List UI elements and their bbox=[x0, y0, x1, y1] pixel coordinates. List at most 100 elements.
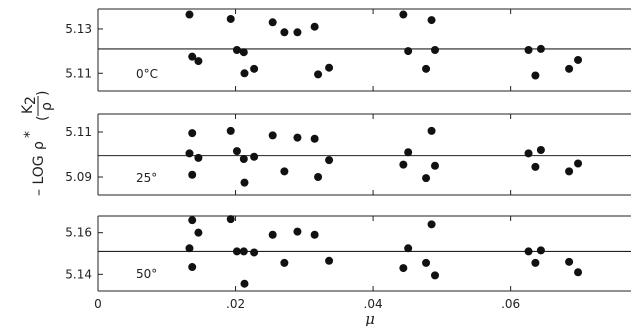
data-point bbox=[314, 173, 323, 181]
data-point bbox=[226, 126, 235, 135]
data-point bbox=[531, 162, 540, 171]
data-point bbox=[427, 126, 436, 135]
data-point bbox=[226, 14, 235, 23]
data-point bbox=[399, 160, 408, 169]
data-point bbox=[422, 64, 431, 73]
panel-temperature-label: 0°C bbox=[136, 67, 158, 81]
y-tick-label: 5.11 bbox=[65, 66, 92, 80]
data-point bbox=[325, 156, 334, 165]
data-point bbox=[188, 52, 197, 61]
panel-temperature-label: 25° bbox=[136, 171, 157, 185]
data-point bbox=[194, 228, 203, 237]
data-point bbox=[536, 246, 545, 255]
data-point bbox=[226, 215, 235, 224]
data-point bbox=[188, 170, 197, 179]
data-point bbox=[185, 149, 194, 158]
y-axis-label: – LOG ρ * K 2 ρ ( ) bbox=[20, 91, 55, 196]
data-point bbox=[239, 48, 248, 57]
data-point bbox=[427, 220, 436, 229]
y-label-rho: ρ bbox=[31, 141, 47, 150]
y-label-right-paren: ) bbox=[35, 91, 51, 96]
data-point bbox=[250, 64, 259, 73]
data-point bbox=[268, 18, 277, 27]
y-label-prefix: – LOG bbox=[31, 155, 47, 196]
data-point bbox=[310, 22, 319, 31]
data-point bbox=[188, 216, 197, 225]
data-point bbox=[280, 167, 289, 176]
data-point bbox=[524, 46, 533, 54]
data-point bbox=[314, 70, 323, 79]
x-axis-label: μ bbox=[365, 310, 375, 326]
x-axis: 0 .02 .04 .06 bbox=[94, 297, 520, 311]
data-point bbox=[430, 161, 439, 170]
data-point bbox=[536, 146, 545, 154]
data-point bbox=[310, 134, 319, 143]
panels-group: 5.13 5.11 0°C 5.11 5.09 25° 5.16 5.14 50° bbox=[65, 8, 631, 292]
data-point bbox=[310, 230, 319, 239]
data-point bbox=[422, 258, 431, 267]
data-point bbox=[185, 10, 194, 19]
data-point bbox=[232, 247, 241, 256]
data-point bbox=[427, 16, 436, 25]
data-point bbox=[293, 133, 302, 142]
data-point bbox=[268, 131, 277, 140]
data-point bbox=[240, 69, 249, 78]
data-point bbox=[188, 263, 197, 272]
data-point bbox=[565, 257, 574, 266]
y-tick-label: 5.13 bbox=[65, 22, 92, 36]
data-point bbox=[574, 55, 583, 64]
panel-3: 5.16 5.14 50° bbox=[65, 215, 631, 292]
data-point bbox=[240, 178, 249, 187]
data-point bbox=[194, 57, 203, 66]
x-tick-label: .02 bbox=[226, 297, 245, 311]
data-point bbox=[404, 148, 413, 157]
data-point bbox=[185, 244, 194, 253]
data-point bbox=[250, 248, 259, 257]
data-point bbox=[565, 64, 574, 73]
panel-temperature-label: 50° bbox=[136, 267, 157, 281]
y-label-star: * bbox=[22, 131, 38, 138]
data-point bbox=[293, 28, 302, 37]
data-point bbox=[531, 258, 540, 267]
data-point bbox=[239, 247, 248, 256]
data-point bbox=[188, 129, 197, 138]
data-point bbox=[232, 46, 241, 54]
data-point bbox=[280, 28, 289, 37]
data-point bbox=[399, 10, 408, 19]
data-point bbox=[565, 167, 574, 176]
data-point bbox=[404, 244, 413, 253]
data-point bbox=[240, 279, 249, 288]
data-point bbox=[232, 147, 241, 156]
data-point bbox=[268, 230, 277, 239]
data-point bbox=[524, 247, 533, 256]
data-point bbox=[325, 256, 334, 265]
x-tick-label: .04 bbox=[364, 297, 383, 311]
y-label-left-paren: ( bbox=[35, 116, 51, 121]
data-point bbox=[250, 152, 259, 161]
data-point bbox=[430, 46, 439, 54]
data-point bbox=[422, 174, 431, 183]
data-point bbox=[404, 47, 413, 56]
y-tick-label: 5.11 bbox=[65, 125, 92, 139]
data-point bbox=[399, 264, 408, 273]
data-point bbox=[574, 159, 583, 168]
panel-2: 5.11 5.09 25° bbox=[65, 113, 631, 196]
y-label-numerator: K bbox=[20, 104, 36, 114]
data-point bbox=[574, 268, 583, 277]
y-tick-label: 5.14 bbox=[65, 267, 92, 281]
y-label-denominator: ρ bbox=[39, 102, 55, 111]
data-point bbox=[536, 44, 545, 53]
y-label-subscript: 2 bbox=[23, 96, 39, 105]
data-point bbox=[280, 258, 289, 267]
data-point bbox=[430, 271, 439, 280]
panel-1: 5.13 5.11 0°C bbox=[65, 8, 631, 92]
x-tick-label: .06 bbox=[501, 297, 520, 311]
data-point bbox=[325, 63, 334, 72]
y-tick-label: 5.09 bbox=[65, 170, 92, 184]
data-point bbox=[293, 227, 302, 236]
y-tick-label: 5.16 bbox=[65, 226, 92, 240]
data-point bbox=[531, 71, 540, 80]
data-point bbox=[194, 153, 203, 162]
data-point bbox=[524, 149, 533, 158]
